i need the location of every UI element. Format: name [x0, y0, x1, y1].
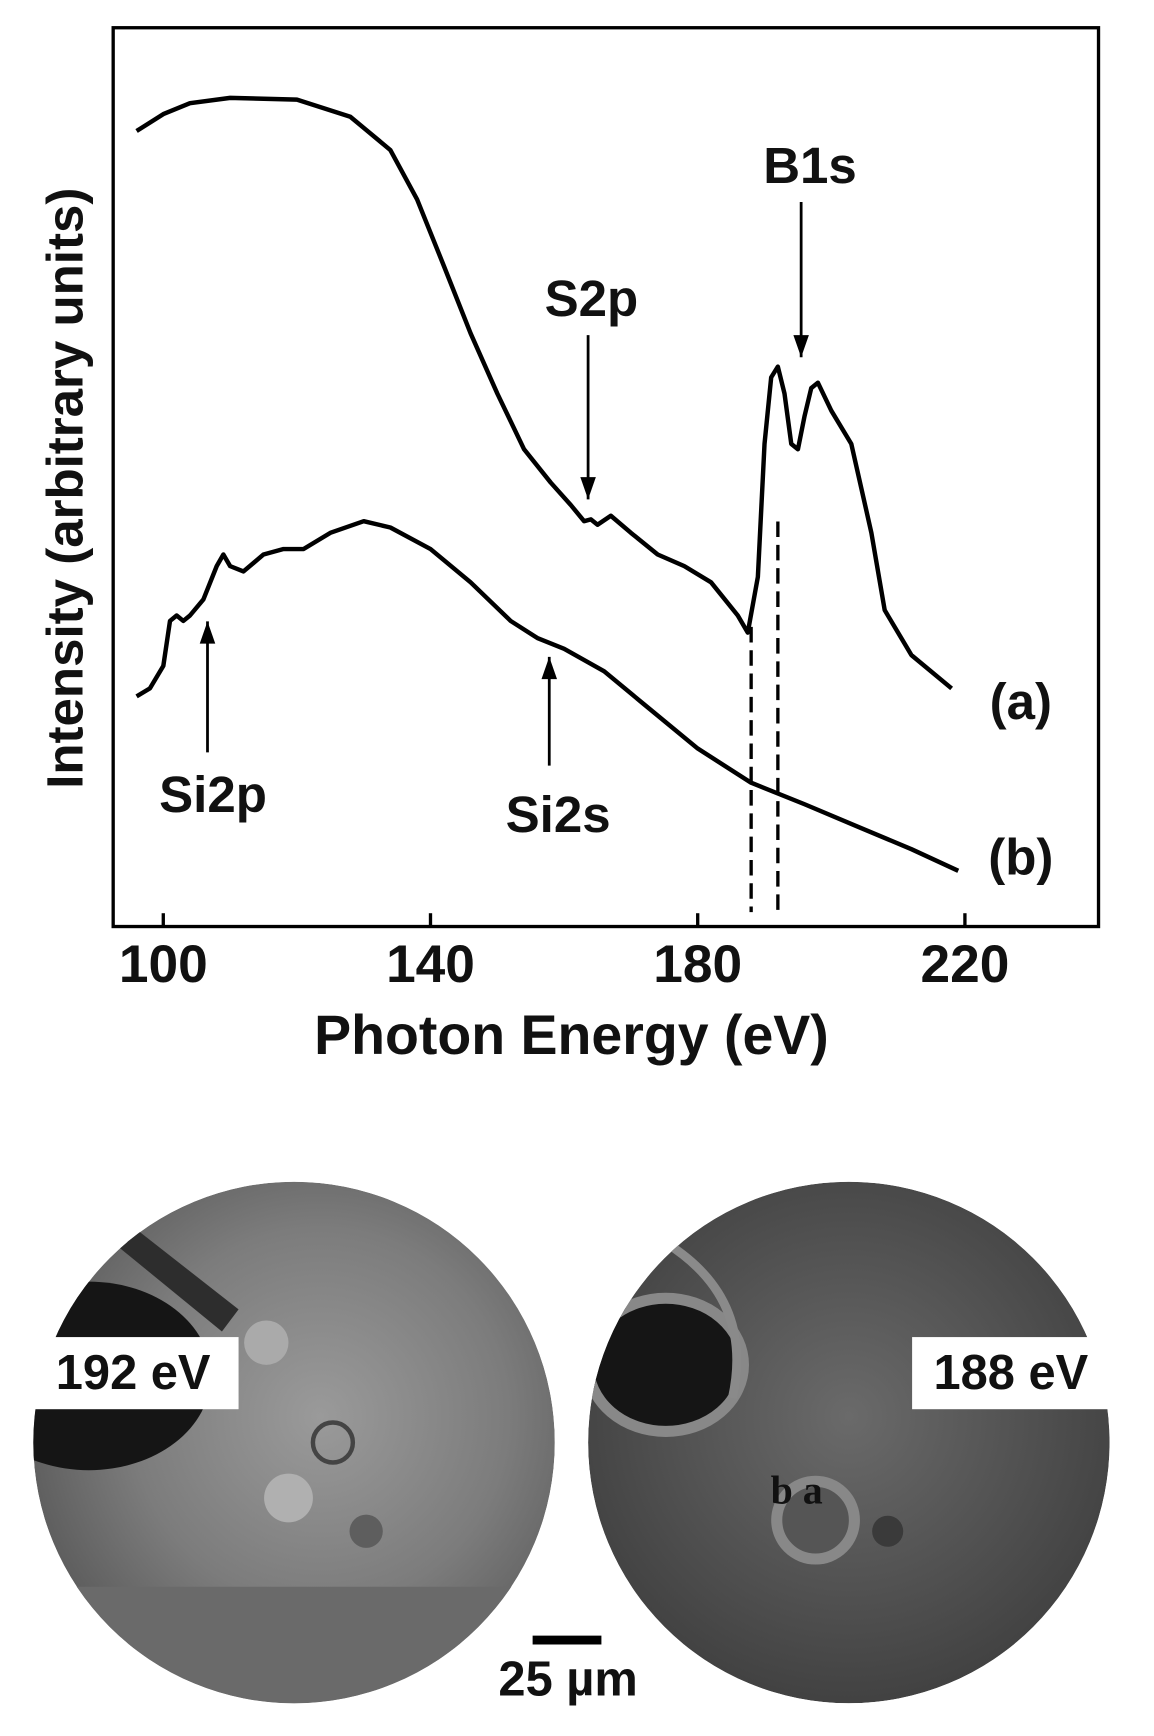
- micrographs: 192 eV 188 eV b a 25 µm: [27, 1181, 1110, 1706]
- arrow-head: [199, 621, 216, 644]
- right-image: [588, 1181, 1110, 1704]
- y-axis-label: Intensity (arbitrary units): [36, 188, 93, 789]
- x-tick-label: 180: [653, 935, 742, 994]
- image-label: 188 eV: [934, 1346, 1089, 1400]
- x-tick-label: 220: [920, 935, 1009, 994]
- region-labels: b a: [771, 1468, 823, 1513]
- left-image: [33, 1181, 555, 1704]
- annotation: S2p: [545, 270, 639, 327]
- scale-bar-label: 25 µm: [498, 1652, 637, 1706]
- plot-frame: [111, 26, 1101, 929]
- series-line: [135, 95, 954, 691]
- arrow-head: [541, 656, 558, 680]
- x-tick-label: 100: [119, 935, 208, 994]
- arrow-head: [793, 335, 809, 358]
- annotation: B1s: [763, 137, 857, 194]
- image-label: 192 eV: [56, 1346, 211, 1400]
- series-line: [135, 518, 960, 873]
- x-axis-label: Photon Energy (eV): [314, 1004, 829, 1066]
- series-label: (b): [988, 828, 1053, 885]
- arrow-head: [580, 477, 596, 500]
- annotation: Si2s: [506, 786, 611, 843]
- x-tick-label: 140: [386, 935, 475, 994]
- annotation: Si2p: [159, 766, 267, 823]
- series-label: (a): [990, 673, 1052, 730]
